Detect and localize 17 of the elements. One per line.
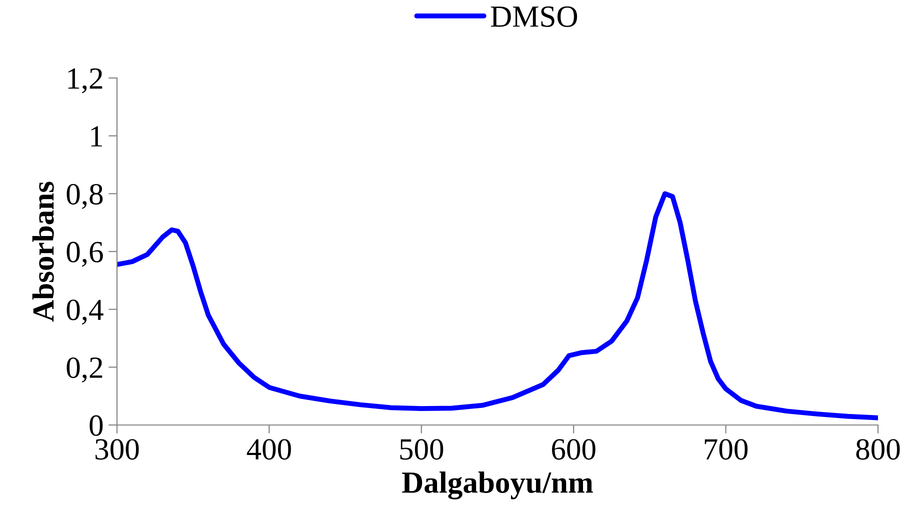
x-tick-label: 300 (96, 439, 139, 460)
line-series (117, 191, 878, 420)
x-tick-label: 600 (552, 439, 596, 460)
x-axis-title: Dalgaboyu/nm (402, 471, 593, 500)
y-tick-label: 0,8 (66, 184, 103, 209)
y-tick-label: 1 (91, 126, 102, 146)
y-tick-label: 0,4 (66, 300, 104, 325)
x-tick-label: 800 (856, 439, 900, 460)
x-tick-label: 700 (704, 439, 748, 460)
y-tick-label: 0,6 (66, 242, 103, 267)
x-tick-label: 500 (400, 439, 444, 460)
y-tick-label: 1,2 (68, 68, 102, 94)
legend-label: DMSO (490, 6, 578, 27)
y-axis-title: Absorbans (32, 182, 54, 322)
y-tick-label: 0,2 (66, 357, 102, 382)
x-tick-label: 400 (246, 439, 291, 460)
y-tick-label: 0 (90, 415, 103, 436)
